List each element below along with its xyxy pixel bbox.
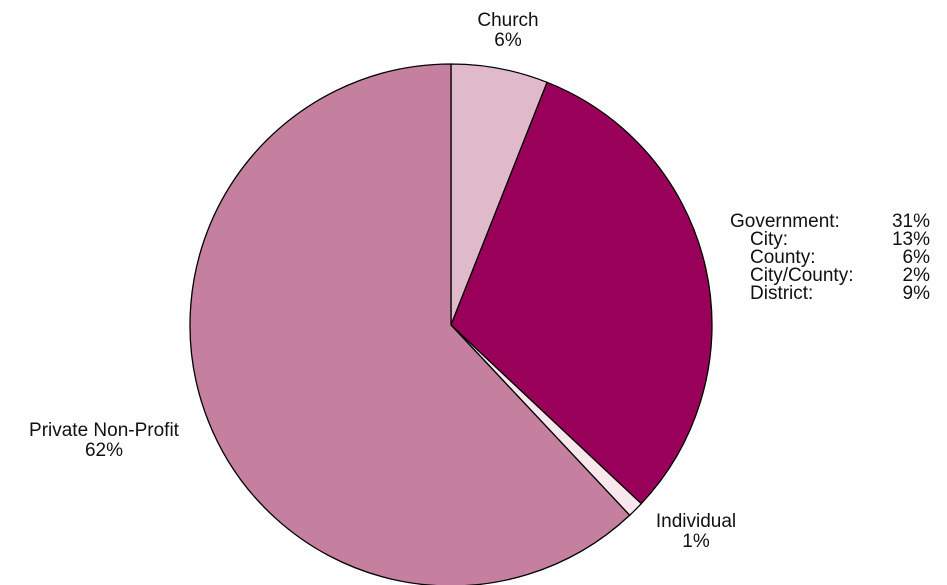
city-label: City: (750, 229, 788, 250)
private-non-profit-label: Private Non-Profit (29, 420, 179, 441)
government-row: Government: 31% (730, 211, 930, 232)
district-label: District: (750, 283, 814, 304)
government-sub-row-county: County: 6% (730, 247, 930, 268)
private-non-profit-percent: 62% (84, 440, 124, 461)
slice-label-government: Government: 31% City: 13% County: 6% Cit… (730, 211, 930, 304)
government-sub-row-city-county: City/County: 2% (730, 265, 930, 286)
government-sub-row-city: City: 13% (730, 229, 930, 250)
slice-label-private-non-profit: Private Non-Profit 62% (0, 421, 208, 461)
city-percent: 13% (891, 229, 930, 250)
county-percent: 6% (902, 247, 930, 268)
district-percent: 9% (902, 283, 930, 304)
county-label: County: (750, 247, 816, 268)
pie-slice-private-non-profit (189, 63, 631, 585)
city-county-percent: 2% (902, 265, 930, 286)
church-label: Church (477, 10, 539, 31)
slice-label-individual: Individual 1% (636, 512, 756, 552)
government-label: Government: (730, 211, 840, 232)
city-county-label: City/County: (750, 265, 854, 286)
individual-percent: 1% (682, 531, 710, 552)
slice-label-church: Church 6% (468, 11, 548, 51)
individual-label: Individual (655, 511, 737, 532)
government-percent: 31% (891, 211, 930, 232)
pie-slice-government (450, 81, 713, 505)
church-percent: 6% (494, 30, 522, 51)
pie-slices (189, 63, 713, 585)
government-sub-row-district: District: 9% (730, 283, 930, 304)
